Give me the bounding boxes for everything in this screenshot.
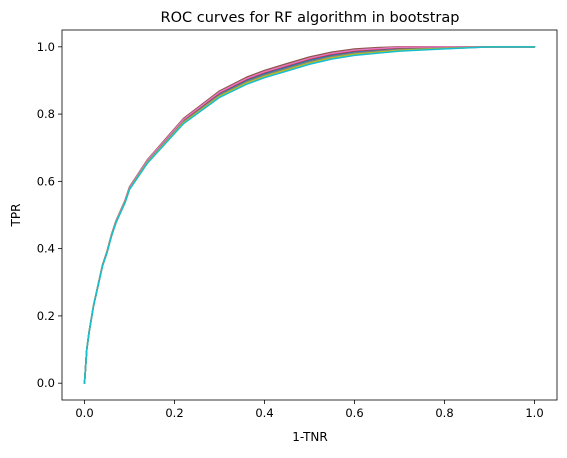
plot-frame bbox=[61, 29, 558, 401]
x-tick-label: 0.4 bbox=[255, 406, 273, 420]
chart-title: ROC curves for RF algorithm in bootstrap bbox=[161, 10, 460, 26]
roc-curve-1 bbox=[83, 46, 536, 384]
roc-curve-9 bbox=[83, 46, 536, 384]
y-tick-label: 0.2 bbox=[37, 309, 55, 323]
x-tick-label: 0.2 bbox=[165, 406, 183, 420]
roc-curve-10 bbox=[83, 46, 536, 384]
roc-curve-8 bbox=[83, 46, 536, 384]
y-tick-label: 0.8 bbox=[37, 107, 55, 121]
roc-curve-3 bbox=[83, 46, 536, 384]
roc-curve-5 bbox=[83, 46, 536, 384]
y-tick-label: 0.6 bbox=[37, 174, 55, 188]
roc-curves-group bbox=[83, 46, 536, 384]
x-tick-label: 0.0 bbox=[75, 406, 93, 420]
y-axis-label: TPR bbox=[9, 204, 23, 228]
x-tick-label: 0.6 bbox=[345, 406, 363, 420]
y-tick-label: 0.0 bbox=[37, 376, 55, 390]
x-axis-ticks: 0.0 0.2 0.4 0.6 0.8 1.0 bbox=[75, 400, 544, 420]
roc-curve-4 bbox=[83, 46, 536, 384]
x-tick-label: 1.0 bbox=[525, 406, 543, 420]
roc-curve-7 bbox=[83, 46, 536, 384]
roc-curve-2 bbox=[83, 46, 536, 384]
y-tick-label: 1.0 bbox=[37, 40, 55, 54]
x-axis-label: 1-TNR bbox=[292, 430, 328, 444]
y-axis-ticks: 0.0 0.2 0.4 0.6 0.8 1.0 bbox=[37, 40, 62, 390]
roc-curve-6 bbox=[83, 46, 536, 384]
y-tick-label: 0.4 bbox=[37, 242, 55, 256]
x-tick-label: 0.8 bbox=[435, 406, 453, 420]
